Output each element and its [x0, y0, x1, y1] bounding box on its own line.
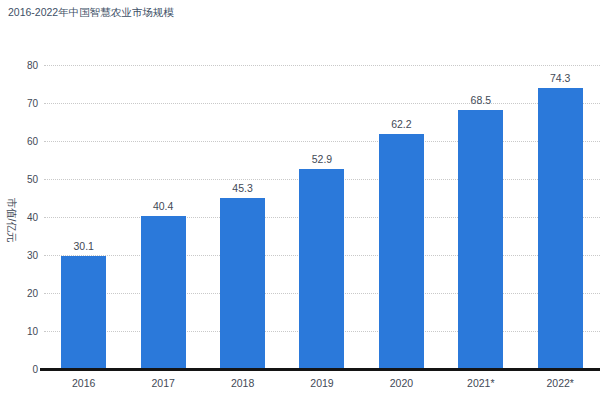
bar-slot: 52.9 — [282, 153, 361, 370]
bar-value-label: 30.1 — [73, 240, 93, 252]
y-tick-label: 40 — [27, 213, 38, 223]
x-tick-label: 2018 — [203, 377, 282, 389]
bar — [458, 110, 503, 370]
bar-slot: 30.1 — [44, 240, 123, 370]
bar — [220, 198, 265, 370]
x-axis-line — [40, 368, 600, 371]
y-tick-label: 80 — [27, 61, 38, 71]
bar-value-label: 45.3 — [232, 182, 252, 194]
x-tick-label: 2019 — [282, 377, 361, 389]
bar-slot: 68.5 — [441, 94, 520, 370]
bar — [141, 216, 186, 370]
y-tick-label: 60 — [27, 137, 38, 147]
chart-canvas: 2016-2022年中国智慧农业市场规模 市值/亿元 0102030405060… — [0, 0, 600, 400]
x-axis-labels: 201620172018201920202021*2022* — [44, 377, 600, 389]
bar — [299, 169, 344, 370]
y-tick-label: 70 — [27, 99, 38, 109]
y-tick-label: 20 — [27, 289, 38, 299]
bar-slot: 40.4 — [123, 200, 202, 370]
y-tick-label: 50 — [27, 175, 38, 185]
bar-slot: 62.2 — [362, 118, 441, 370]
bar-value-label: 52.9 — [312, 153, 332, 165]
bar-value-label: 62.2 — [391, 118, 411, 130]
y-tick-label: 30 — [27, 251, 38, 261]
bar-slot: 45.3 — [203, 182, 282, 370]
y-tick-label: 10 — [27, 327, 38, 337]
bars: 30.1 40.4 45.3 52.9 62.2 68.5 74.3 — [44, 66, 600, 370]
chart-title: 2016-2022年中国智慧农业市场规模 — [8, 6, 174, 20]
bar-value-label: 74.3 — [550, 72, 570, 84]
bar — [61, 256, 106, 370]
y-axis-ticks: 01020304050607080 — [0, 66, 38, 370]
plot-area: 30.1 40.4 45.3 52.9 62.2 68.5 74.3 — [44, 66, 600, 370]
bar — [379, 134, 424, 370]
bar-value-label: 68.5 — [471, 94, 491, 106]
bar — [538, 88, 583, 370]
x-tick-label: 2016 — [44, 377, 123, 389]
x-tick-label: 2020 — [362, 377, 441, 389]
x-tick-label: 2017 — [123, 377, 202, 389]
x-tick-label: 2021* — [441, 377, 520, 389]
x-tick-label: 2022* — [521, 377, 600, 389]
bar-value-label: 40.4 — [153, 200, 173, 212]
y-tick-label: 0 — [32, 365, 38, 375]
bar-slot: 74.3 — [521, 72, 600, 370]
